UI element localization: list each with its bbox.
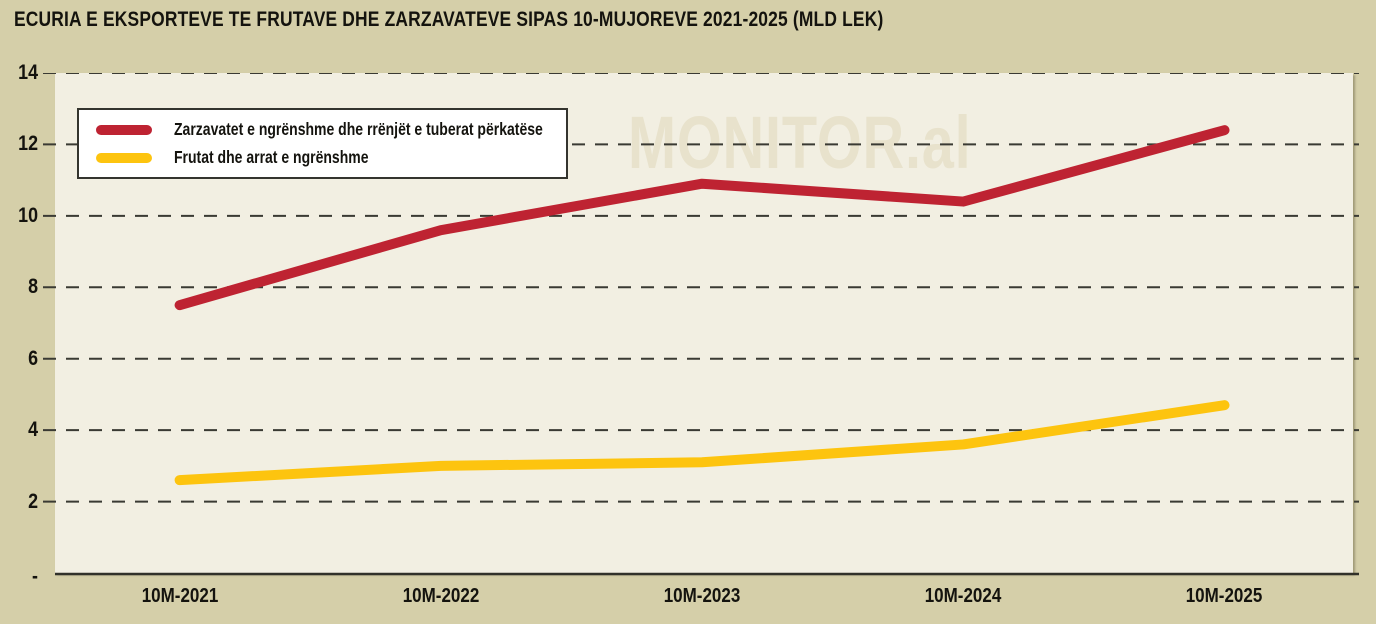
x-axis-tick-label: 10M-2021 — [141, 585, 218, 607]
legend: Zarzavatet e ngrënshme dhe rrënjët e tub… — [77, 108, 568, 179]
legend-item: Frutat dhe arrat e ngrënshme — [96, 147, 566, 168]
legend-item: Zarzavatet e ngrënshme dhe rrënjët e tub… — [96, 119, 566, 140]
series-line-zarzavatet — [174, 125, 1230, 311]
legend-item-label: Zarzavatet e ngrënshme dhe rrënjët e tub… — [174, 119, 543, 139]
x-axis-tick-label: 10M-2024 — [924, 585, 1002, 607]
y-axis-labels: - 2 4 6 8 10 12 14 — [0, 61, 38, 588]
x-axis-tick-label: 10M-2025 — [1186, 585, 1263, 607]
watermark: MONITOR.al — [628, 101, 972, 184]
x-axis-labels: 10M-2021 10M-2022 10M-2023 10M-2024 10M-2025 — [0, 584, 1376, 614]
x-axis-tick-label: 10M-2022 — [402, 585, 480, 607]
page-title: ECURIA E EKSPORTEVE TE FRUTAVE DHE ZARZA… — [14, 8, 884, 31]
y-axis-tick-label: - — [32, 565, 38, 588]
series-line-frutat — [174, 400, 1230, 486]
legend-swatch-icon — [96, 124, 152, 135]
y-axis-tick-label: 14 — [18, 61, 38, 84]
y-axis-tick-label: 12 — [18, 132, 38, 156]
x-axis-tick-label: 10M-2023 — [663, 585, 741, 607]
y-axis-tick-label: 8 — [28, 275, 38, 299]
y-axis-tick-label: 10 — [18, 203, 38, 227]
y-axis-tick-label: 6 — [28, 346, 38, 370]
legend-swatch-icon — [96, 152, 152, 163]
y-axis-tick-label: 2 — [28, 489, 38, 513]
y-axis-tick-label: 4 — [28, 418, 38, 442]
legend-item-label: Frutat dhe arrat e ngrënshme — [174, 147, 369, 167]
